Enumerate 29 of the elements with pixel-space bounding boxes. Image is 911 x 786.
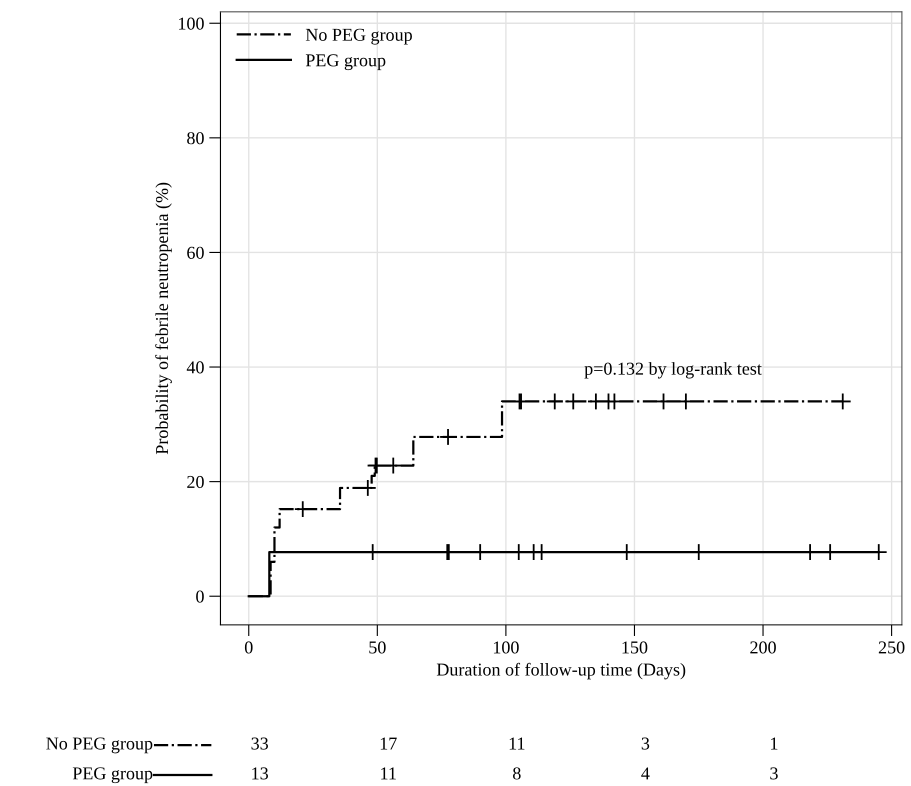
x-axis-title: Duration of follow-up time (Days) xyxy=(436,662,686,680)
x-tick-label: 250 xyxy=(878,641,904,654)
x-tick-label: 150 xyxy=(622,641,648,654)
text: 8 xyxy=(512,767,521,780)
text: 33 xyxy=(252,738,268,750)
text: 11 xyxy=(381,767,396,780)
legend-label: PEG group xyxy=(306,54,386,70)
text: 17 xyxy=(380,738,397,750)
x-tick-label: 0 xyxy=(244,641,253,654)
x-tick-label: 100 xyxy=(494,641,519,654)
y-axis-title: Probability of febrile neutropenia (%) xyxy=(155,182,172,454)
text: PEG group xyxy=(72,767,152,784)
text: 3 xyxy=(642,738,650,750)
y-tick-label: 60 xyxy=(187,246,204,259)
annotation: p=0.132 by log-rank test xyxy=(584,362,762,378)
y-tick-label: 20 xyxy=(187,476,204,488)
text: 3 xyxy=(770,767,778,780)
text: No PEG group xyxy=(46,737,152,754)
text: 13 xyxy=(252,767,268,780)
y-tick-label: 40 xyxy=(186,361,204,374)
y-tick-label: 0 xyxy=(196,590,204,603)
text: 11 xyxy=(510,738,524,750)
text: 4 xyxy=(641,767,650,780)
y-tick-label: 100 xyxy=(178,18,204,30)
x-tick-label: 200 xyxy=(750,641,776,654)
legend-label: No PEG group xyxy=(306,28,412,45)
x-tick-label: 50 xyxy=(369,641,386,654)
text: 1 xyxy=(771,738,778,750)
y-tick-label: 80 xyxy=(187,132,204,144)
